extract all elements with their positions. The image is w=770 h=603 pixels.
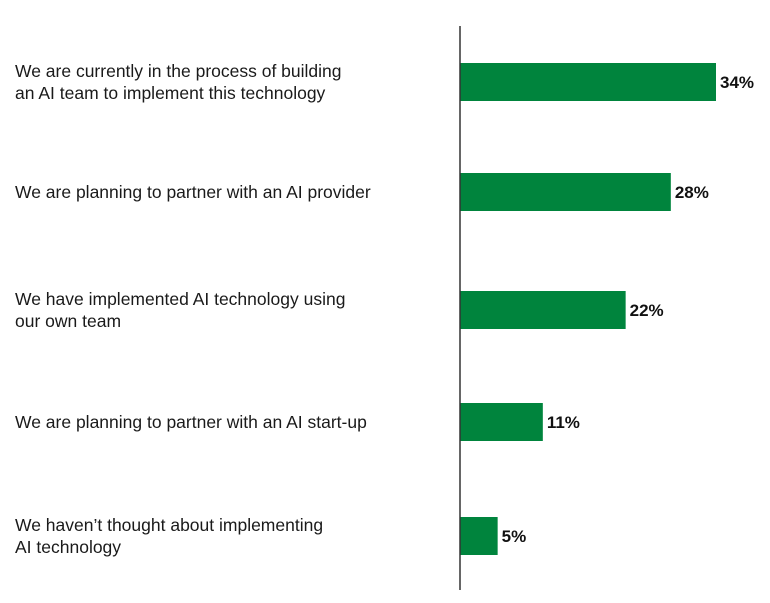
bar-3 — [460, 291, 626, 329]
category-label-line: We are currently in the process of build… — [15, 61, 342, 81]
category-label-line: We haven’t thought about implementing — [15, 515, 323, 535]
value-label-2: 28% — [675, 183, 709, 202]
value-label-1: 34% — [720, 73, 754, 92]
bar-5 — [460, 517, 498, 555]
category-label-4: We are planning to partner with an AI st… — [15, 412, 367, 432]
category-label-line: We are planning to partner with an AI pr… — [15, 182, 371, 202]
category-label-line: We have implemented AI technology using — [15, 289, 345, 309]
category-label-3: We have implemented AI technology using o… — [15, 289, 345, 331]
category-label-line: AI technology — [15, 537, 121, 557]
category-label-1: We are currently in the process of build… — [15, 61, 342, 103]
bar-4 — [460, 403, 543, 441]
category-label-line: We are planning to partner with an AI st… — [15, 412, 367, 432]
category-label-5: We haven’t thought about implementing AI … — [15, 515, 323, 557]
bar-1 — [460, 63, 716, 101]
value-label-4: 11% — [547, 413, 580, 432]
bars-layer — [460, 63, 716, 555]
value-label-3: 22% — [630, 301, 664, 320]
value-labels: 34% 28% 22% 11% 5% — [502, 73, 754, 546]
value-label-5: 5% — [502, 527, 527, 546]
category-label-line: our own team — [15, 311, 121, 331]
category-labels: We are currently in the process of build… — [15, 61, 371, 557]
category-label-line: an AI team to implement this technology — [15, 83, 326, 103]
bar-2 — [460, 173, 671, 211]
category-label-2: We are planning to partner with an AI pr… — [15, 182, 371, 202]
